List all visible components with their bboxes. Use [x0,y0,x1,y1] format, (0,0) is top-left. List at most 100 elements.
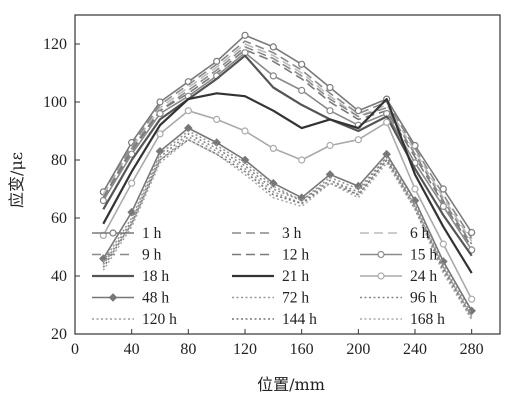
y-tick-label: 120 [43,36,67,53]
y-tick-label: 100 [43,94,67,111]
data-point [184,107,192,115]
y-axis-label: 应变/με [7,152,26,208]
plot-border [74,14,501,335]
legend-label: 24 h [410,268,437,285]
series-168h [102,138,473,320]
legend-item: 144 h [232,311,317,328]
legend-label: 72 h [282,290,309,307]
data-point [156,130,164,138]
legend-label: 12 h [282,247,309,264]
data-point [383,118,391,126]
x-tick-label: 120 [233,341,257,358]
data-point [269,178,278,188]
data-point [326,141,334,150]
legend-item: 24 h [360,268,437,285]
x-tick-label: 200 [346,341,370,358]
x-tick-label: 0 [71,341,79,358]
series-line [102,43,473,242]
x-tick-label: 80 [180,341,196,358]
legend-marker [109,229,117,237]
legend-label: 48 h [142,290,169,307]
tick-layer: 0 40 80 120 160 200 240 280 20 40 60 80 100 120 [43,36,484,358]
series-layer [99,31,476,320]
series-120h [102,136,473,317]
series-72h [102,130,473,315]
legend-label: 6 h [410,225,430,242]
legend-item: 96 h [360,290,437,307]
data-point [269,72,277,80]
data-point [468,295,476,303]
data-point [241,31,249,39]
legend-item: 120 h [92,311,177,328]
series-line [102,92,473,274]
legend-label: 3 h [282,225,302,242]
data-point [155,146,165,156]
data-point [298,156,306,164]
legend-label: 96 h [410,290,437,307]
series-3h [102,40,473,239]
data-point [326,107,334,115]
series-line [102,138,473,320]
legend-item: 168 h [360,311,445,328]
series-line [102,136,473,317]
legend-item: 1 h [92,225,162,242]
series-line [102,46,473,245]
series-line [102,127,473,312]
data-point [213,115,221,124]
legend-item: 9 h [92,247,162,264]
legend: 1 h 3 h 6 h 9 h 12 h 15 h 18 h 21 h 24 h 48 h 72 h… [92,225,445,328]
series-48h [99,123,476,316]
legend-marker [377,272,385,280]
data-point [269,144,277,152]
series-line [102,34,473,233]
series-21h [102,92,473,274]
data-point [269,43,277,51]
series-line [102,51,473,251]
data-point [241,127,249,135]
legend-item: 21 h [232,268,309,285]
legend-label: 120 h [142,311,177,328]
legend-item: 48 h [92,290,169,307]
data-point [354,136,362,144]
x-tick-label: 40 [124,341,140,358]
data-point [128,179,136,187]
y-tick-label: 20 [51,326,67,343]
legend-label: 21 h [282,268,309,285]
y-tick-label: 80 [51,152,67,169]
y-tick-label: 40 [51,268,67,285]
plot-area [74,14,501,335]
legend-item: 18 h [92,268,169,285]
series-line [102,130,473,315]
legend-label: 15 h [410,247,437,264]
legend-item: 15 h [360,247,437,264]
data-point [156,109,164,118]
series-9h [102,46,473,245]
legend-marker [108,293,118,302]
y-tick-label: 60 [51,210,67,227]
legend-label: 9 h [142,247,162,264]
legend-label: 144 h [282,311,317,328]
data-point [467,306,476,316]
legend-marker [377,250,385,259]
series-6h [102,43,473,242]
data-point [298,60,306,68]
series-144h [102,138,473,320]
data-point [298,86,306,95]
data-point [439,240,447,248]
data-point [99,197,107,205]
x-tick-label: 280 [460,341,484,358]
legend-label: 18 h [142,268,169,285]
series-line [102,40,473,239]
series-line [102,133,473,317]
legend-item: 72 h [232,290,309,307]
data-point [411,185,419,193]
series-24h [99,107,476,303]
data-point [326,83,334,92]
legend-label: 1 h [142,225,162,242]
series-12h [102,48,473,248]
x-axis-label: 位置/mm [257,375,325,394]
data-point [439,202,447,210]
series-line [102,109,473,300]
legend-item: 6 h [360,225,430,242]
